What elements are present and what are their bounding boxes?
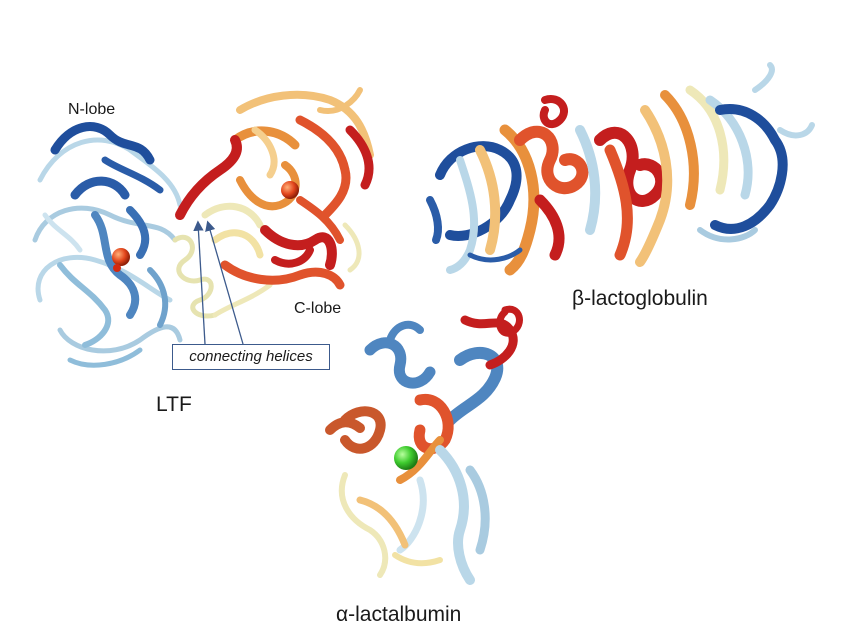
connecting-helices-arrows (193, 220, 244, 345)
ltf-n-lobe-iron-ion (112, 248, 130, 272)
connecting-helices-label: connecting helices (172, 344, 330, 370)
alpha-lactalbumin-calcium-ion (394, 446, 418, 470)
n-lobe-label: N-lobe (68, 101, 116, 118)
ltf-label: LTF (156, 393, 192, 416)
alpha-lactalbumin-structure (325, 305, 523, 585)
connecting-helices-structure (172, 235, 273, 319)
beta-lactoglobulin-structure (426, 62, 815, 276)
ltf-n-lobe-structure (32, 122, 183, 368)
beta-lactoglobulin-label: β-lactoglobulin (572, 287, 708, 310)
c-lobe-label: C-lobe (294, 300, 342, 317)
ltf-c-lobe-structure (175, 87, 374, 290)
ltf-c-lobe-iron-ion (281, 181, 299, 199)
alpha-lactalbumin-label: α-lactalbumin (336, 603, 462, 626)
